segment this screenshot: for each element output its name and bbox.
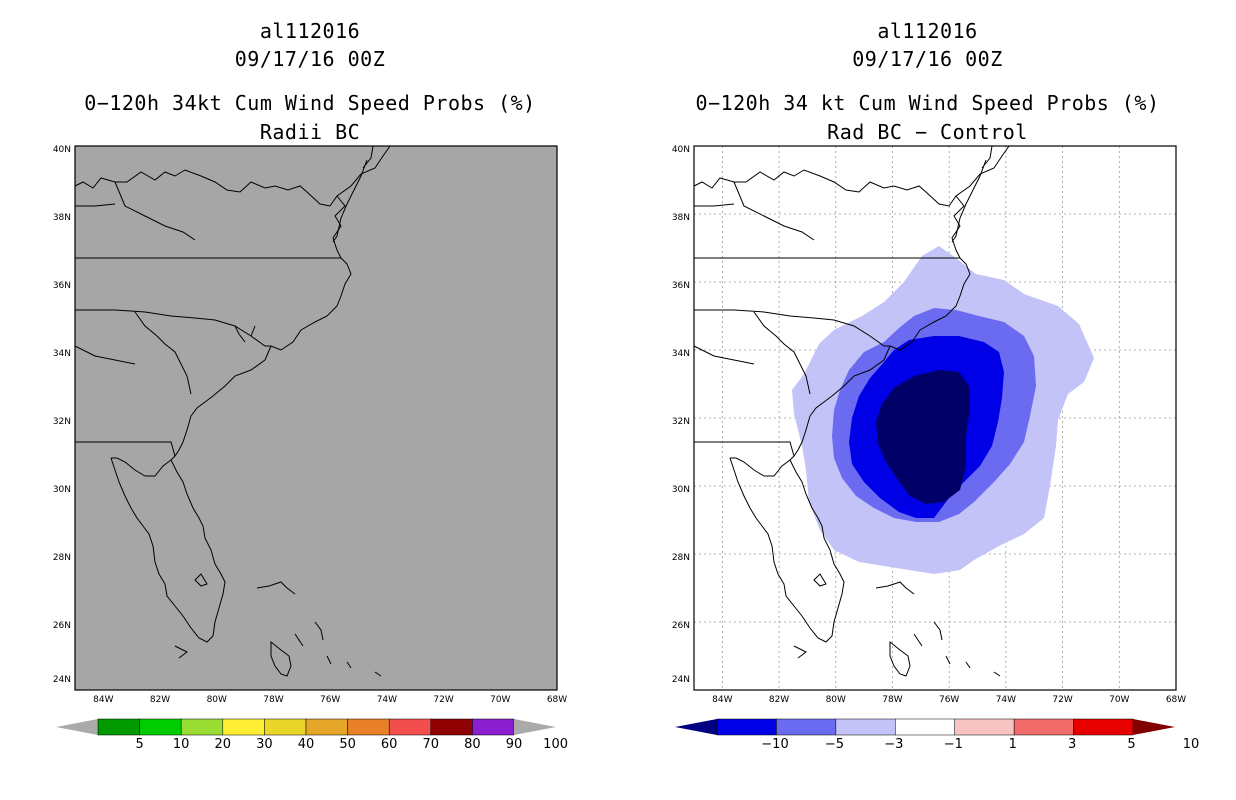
colorbar-label: 30 xyxy=(256,737,273,752)
left-title-product: 0−120h 34kt Cum Wind Speed Probs (%) xyxy=(84,91,536,115)
lat-label: 28N xyxy=(52,553,71,563)
colorbar-swatch xyxy=(716,718,777,736)
lon-label: 78W xyxy=(882,695,903,705)
lat-label: 30N xyxy=(52,485,71,495)
lon-label: 68W xyxy=(1165,695,1187,705)
colorbar-label: −3 xyxy=(884,737,904,752)
colorbar-label: 80 xyxy=(464,737,481,752)
lat-label: 26N xyxy=(671,621,690,631)
lon-label: 82W xyxy=(149,695,171,705)
lat-label: 40N xyxy=(671,145,690,155)
right-title-product: 0−120h 34 kt Cum Wind Speed Probs (%) xyxy=(695,91,1160,115)
colorbar-swatch xyxy=(305,718,348,736)
lat-label: 36N xyxy=(671,281,690,291)
lat-label: 40N xyxy=(52,145,71,155)
right-map-frame xyxy=(693,145,1177,691)
left-title-storm-id: al112016 xyxy=(259,19,361,43)
lat-label: 26N xyxy=(52,621,71,631)
lat-label: 32N xyxy=(671,417,690,427)
left-map-fill xyxy=(74,145,558,691)
left-colorbar xyxy=(56,718,556,736)
colorbar-low-arrow xyxy=(56,719,98,735)
right-coastlines xyxy=(693,145,1010,677)
lat-label: 38N xyxy=(52,213,71,223)
colorbar-label: 3 xyxy=(1068,737,1077,752)
colorbar-swatch xyxy=(347,718,390,736)
colorbar-label: 10 xyxy=(1182,737,1200,752)
lon-label: 82W xyxy=(768,695,790,705)
lon-label: 80W xyxy=(206,695,227,705)
colorbar-label: 40 xyxy=(297,737,315,752)
lon-label: 84W xyxy=(712,695,733,705)
colorbar-label: 5 xyxy=(135,737,144,752)
lon-label: 68W xyxy=(546,695,568,705)
left-map-panel xyxy=(74,145,558,691)
lat-label: 24N xyxy=(52,675,71,685)
right-title-datetime: 09/17/16 00Z xyxy=(852,47,1003,71)
lat-label: 30N xyxy=(671,485,690,495)
colorbar-label: 1 xyxy=(1008,737,1017,752)
right-title-storm-id: al112016 xyxy=(877,19,978,43)
lon-label: 78W xyxy=(263,695,284,705)
lat-label: 34N xyxy=(671,349,690,359)
colorbar-swatch xyxy=(776,718,837,736)
left-title-subtitle: Radii BC xyxy=(259,120,361,144)
colorbar-swatch xyxy=(835,718,896,736)
left-coastlines xyxy=(74,145,391,677)
lon-label: 80W xyxy=(825,695,846,705)
lat-label: 38N xyxy=(671,213,690,223)
colorbar-swatch xyxy=(1013,718,1074,736)
lon-label: 72W xyxy=(1052,695,1073,705)
contour-below-minus-10 xyxy=(876,370,970,504)
lon-label: 74W xyxy=(995,695,1017,705)
right-colorbar xyxy=(675,718,1175,736)
colorbar-label: 5 xyxy=(1127,737,1136,752)
lon-label: 70W xyxy=(1109,695,1130,705)
colorbar-swatch xyxy=(264,718,307,736)
colorbar-label: −1 xyxy=(943,737,963,752)
lat-label: 28N xyxy=(671,553,690,563)
lat-label: 34N xyxy=(52,349,71,359)
lon-label: 70W xyxy=(490,695,511,705)
lat-label: 24N xyxy=(671,675,690,685)
colorbar-low-arrow xyxy=(675,719,717,735)
colorbar-swatch xyxy=(388,718,432,736)
right-title-subtitle: Rad BC − Control xyxy=(827,120,1028,144)
colorbar-high-arrow xyxy=(1133,719,1175,735)
lon-label: 84W xyxy=(93,695,114,705)
colorbar-high-arrow xyxy=(514,719,556,735)
colorbar-label: 50 xyxy=(339,737,356,752)
colorbar-label: 100 xyxy=(543,737,568,752)
lon-label: 72W xyxy=(433,695,454,705)
left-title-datetime: 09/17/16 00Z xyxy=(234,47,386,71)
colorbar-swatch xyxy=(954,718,1015,736)
colorbar-label: 70 xyxy=(422,737,440,752)
colorbar-label: 90 xyxy=(505,737,523,752)
lat-label: 36N xyxy=(52,281,71,291)
colorbar-swatch xyxy=(97,718,140,736)
colorbar-swatch xyxy=(430,718,473,736)
right-map-panel xyxy=(693,145,1177,691)
colorbar-label: −5 xyxy=(824,737,844,752)
lat-label: 32N xyxy=(52,417,71,427)
lon-label: 76W xyxy=(319,695,341,705)
lon-label: 76W xyxy=(938,695,960,705)
colorbar-swatch xyxy=(222,718,265,736)
lon-label: 74W xyxy=(376,695,398,705)
colorbar-label: 20 xyxy=(214,737,232,752)
colorbar-label: 10 xyxy=(172,737,190,752)
colorbar-swatch xyxy=(472,718,515,736)
colorbar-label: 60 xyxy=(380,737,398,752)
right-contours xyxy=(792,246,1094,574)
colorbar-label: −10 xyxy=(761,737,789,752)
colorbar-swatch xyxy=(1073,718,1134,736)
colorbar-swatch xyxy=(139,718,182,736)
colorbar-swatch xyxy=(180,718,224,736)
colorbar-swatch xyxy=(895,718,955,736)
